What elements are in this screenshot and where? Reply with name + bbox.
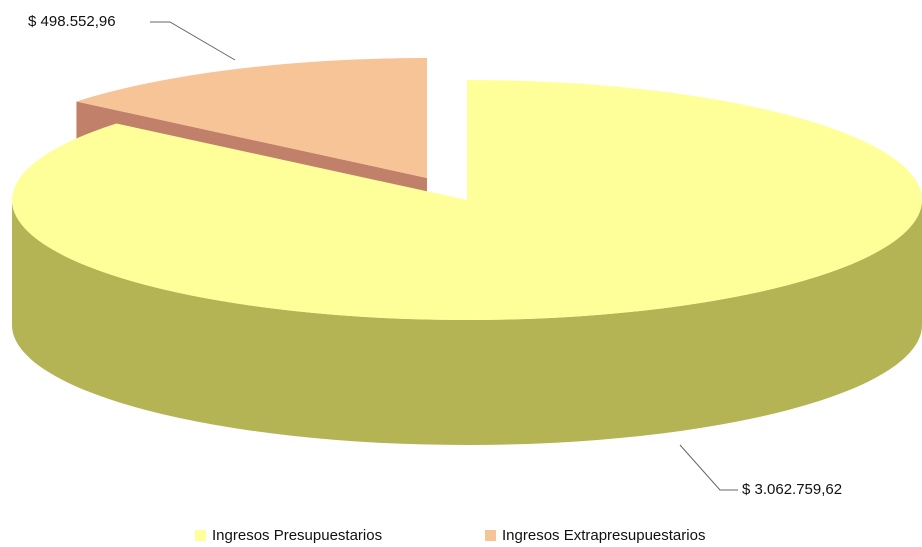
legend-swatch <box>195 530 206 541</box>
data-label: $ 3.062.759,62 <box>742 481 842 498</box>
leader-line <box>679 444 738 491</box>
slice <box>76 58 427 178</box>
legend-swatch <box>485 530 496 541</box>
slice-side <box>12 200 922 445</box>
legend-label: Ingresos Extrapresupuestarios <box>502 527 705 544</box>
data-label: $ 498.552,96 <box>28 13 116 30</box>
legend-label: Ingresos Presupuestarios <box>212 527 382 544</box>
leader-line <box>150 21 236 61</box>
slice <box>11 80 922 321</box>
